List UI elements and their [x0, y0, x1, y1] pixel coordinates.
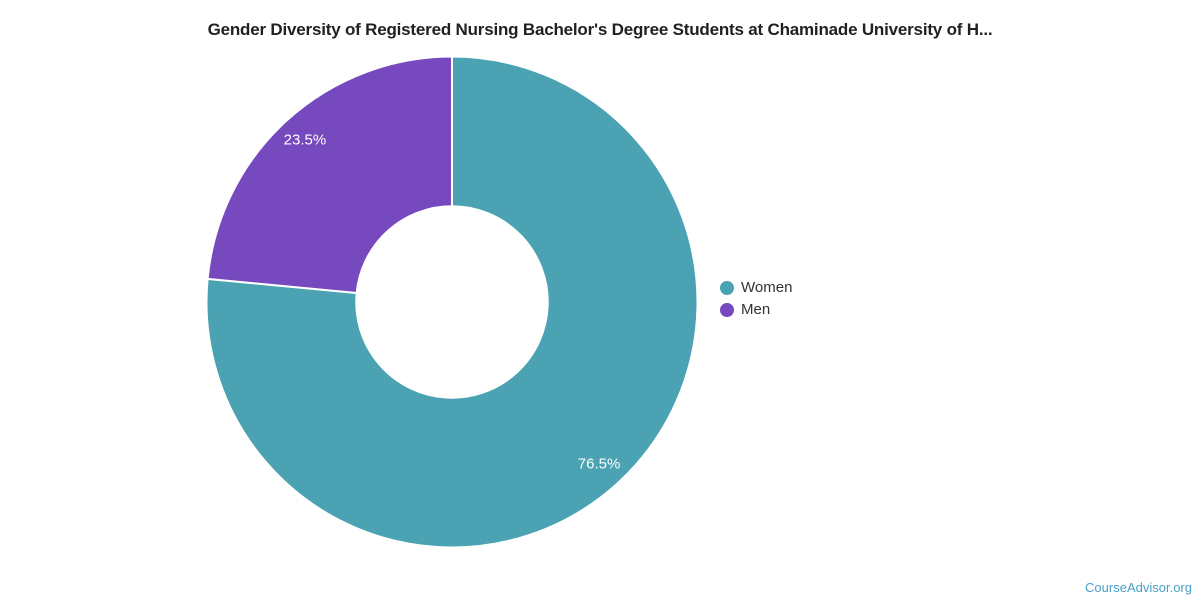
legend: Women Men [720, 279, 792, 318]
legend-label-women: Women [741, 279, 793, 296]
legend-swatch-women-icon [720, 280, 734, 295]
chart-title: Gender Diversity of Registered Nursing B… [207, 20, 993, 39]
legend-swatch-men-icon [720, 302, 734, 317]
legend-label-men: Men [741, 301, 771, 318]
slice-men[interactable] [206, 55, 453, 294]
legend-item-men[interactable]: Men [720, 301, 792, 318]
slice-women[interactable] [205, 55, 699, 549]
donut-chart[interactable] [202, 52, 702, 552]
legend-item-women[interactable]: Women [720, 279, 792, 296]
source-link[interactable]: CourseAdvisor.org [1085, 580, 1192, 595]
